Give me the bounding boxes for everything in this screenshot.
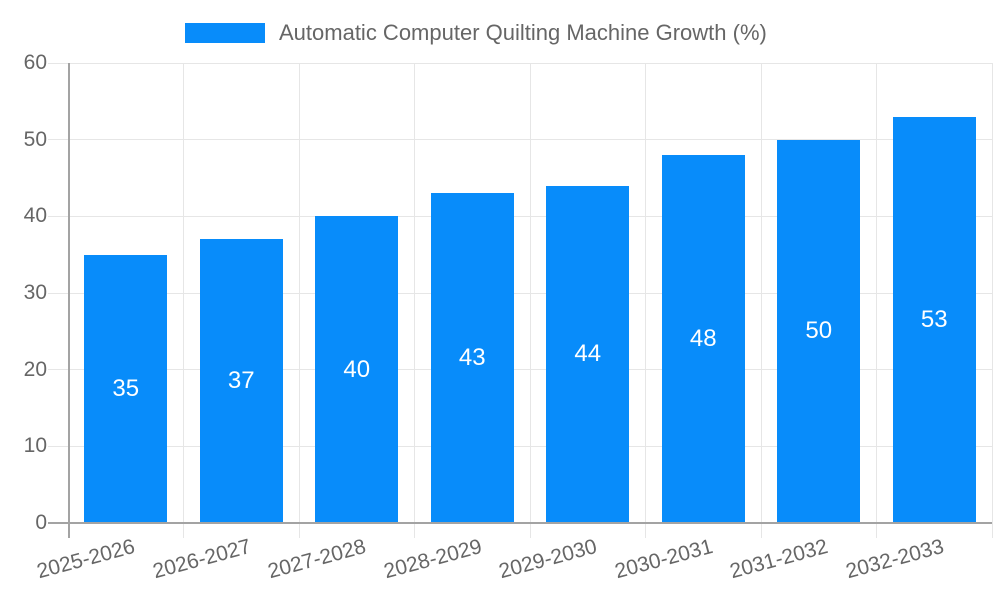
x-axis-tick-label: 2030-2031	[612, 535, 716, 584]
y-gridline	[48, 215, 992, 217]
y-axis-line	[68, 63, 70, 538]
legend-label: Automatic Computer Quilting Machine Grow…	[279, 20, 767, 45]
x-axis-tick-label: 2026-2027	[150, 535, 254, 584]
bar[interactable]: 53	[892, 116, 976, 523]
x-gridline	[645, 63, 646, 538]
legend-swatch	[185, 23, 265, 43]
x-axis-tick-label: 2025-2026	[34, 535, 138, 584]
y-axis-tick-label: 60	[23, 51, 47, 74]
x-axis-line	[48, 522, 992, 524]
x-gridline	[876, 63, 877, 538]
bar-value-label: 43	[458, 344, 486, 372]
x-axis-tick-label: 2028-2029	[381, 535, 485, 584]
y-gridline	[48, 445, 992, 447]
bar-value-label: 37	[227, 367, 255, 395]
bar-value-label: 53	[920, 305, 948, 333]
y-axis-tick-label: 40	[23, 204, 47, 228]
x-axis-tick-label: 2032-2033	[843, 535, 947, 584]
x-axis-tick-label: 2031-2032	[727, 535, 831, 584]
chart-legend: Automatic Computer Quilting Machine Grow…	[185, 20, 767, 46]
y-axis-tick-label: 30	[23, 281, 47, 304]
x-gridline	[991, 63, 993, 538]
y-axis-tick-label: 20	[23, 357, 47, 381]
x-gridline	[529, 63, 531, 538]
x-axis-tick-label: 2027-2028	[265, 535, 369, 584]
bar[interactable]: 43	[430, 193, 514, 523]
y-axis-tick-label: 10	[23, 434, 47, 458]
x-gridline	[183, 63, 184, 538]
bar[interactable]: 44	[546, 185, 630, 523]
y-axis-tick-label: 50	[23, 127, 47, 151]
bar[interactable]: 35	[84, 254, 168, 523]
bar-value-label: 48	[689, 325, 717, 352]
plot-area: 0 10 20 30 40 50 60 35 37 40 43 44 48 50 53 2025-2026 20…	[24, 51, 993, 583]
x-gridline	[414, 63, 415, 538]
bar[interactable]: 50	[777, 139, 861, 523]
bar-value-label: 44	[574, 340, 602, 368]
x-gridline	[298, 63, 300, 538]
y-gridline	[48, 139, 992, 141]
bar-value-label: 40	[343, 355, 371, 383]
bar[interactable]: 48	[661, 155, 745, 523]
bar-value-label: 35	[112, 374, 140, 402]
bar[interactable]: 40	[315, 216, 399, 523]
bar[interactable]: 37	[199, 239, 283, 523]
bar-value-label: 50	[805, 317, 833, 345]
x-axis-tick-label: 2029-2030	[496, 535, 600, 584]
y-axis-tick-label: 0	[35, 511, 47, 534]
y-gridline	[48, 292, 992, 294]
y-gridline	[48, 62, 992, 64]
y-gridline	[48, 369, 992, 371]
x-gridline	[760, 63, 762, 538]
